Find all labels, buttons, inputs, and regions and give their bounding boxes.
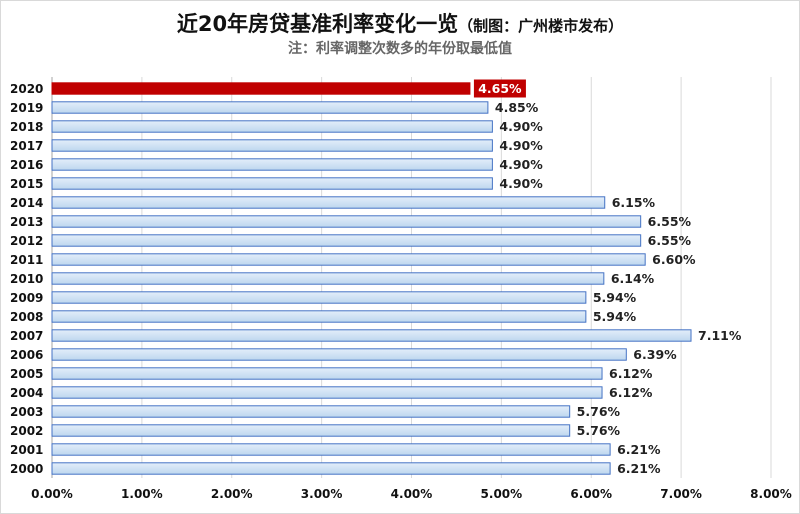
chart-title-main: 近20年房贷基准利率变化一览 <box>176 12 459 36</box>
bar-2015 <box>51 177 493 190</box>
category-label: 2016 <box>10 158 43 172</box>
bar-2016 <box>51 158 493 171</box>
data-label: 6.15% <box>612 195 656 210</box>
data-label: 5.94% <box>593 290 637 305</box>
bar-2002 <box>51 424 571 437</box>
x-tick-label: 2.00% <box>211 487 253 501</box>
bar-2011 <box>51 253 646 266</box>
category-label: 2003 <box>10 405 43 419</box>
data-label: 6.12% <box>609 366 653 381</box>
category-label: 2009 <box>10 291 43 305</box>
bar-2013 <box>51 215 642 228</box>
bar-2014 <box>51 196 606 209</box>
bar-2005 <box>51 367 603 380</box>
category-label: 2014 <box>10 196 43 210</box>
data-label: 4.90% <box>499 157 543 172</box>
bar-2020 <box>51 82 471 95</box>
data-label: 6.14% <box>611 271 655 286</box>
category-label: 2002 <box>10 424 43 438</box>
bar-2008 <box>51 310 587 323</box>
data-label: 7.11% <box>698 328 742 343</box>
category-label: 2008 <box>10 310 43 324</box>
category-label: 2005 <box>10 367 43 381</box>
category-label: 2019 <box>10 101 43 115</box>
data-label: 6.60% <box>652 252 696 267</box>
category-label: 2010 <box>10 272 43 286</box>
data-label: 6.55% <box>648 214 692 229</box>
category-label: 2001 <box>10 443 43 457</box>
category-label: 2006 <box>10 348 43 362</box>
category-label: 2018 <box>10 120 43 134</box>
data-label: 6.39% <box>633 347 677 362</box>
labels: 0.00% 1.00% 2.00% 3.00% 4.00% 5.00% 6.00% 7.00%… <box>10 79 792 501</box>
data-label: 4.65% <box>478 81 522 96</box>
category-label: 2012 <box>10 234 43 248</box>
bar-2017 <box>51 139 493 152</box>
bar-2010 <box>51 272 605 285</box>
chart-title-note: （制图：广州楼市发布） <box>458 17 624 35</box>
data-label: 4.90% <box>499 119 543 134</box>
chart-subtitle: 注：利率调整次数多的年份取最低值 <box>288 41 512 57</box>
data-label: 6.21% <box>617 442 661 457</box>
category-label: 2011 <box>10 253 43 267</box>
category-label: 2017 <box>10 139 43 153</box>
bar-2019 <box>51 101 489 114</box>
x-tick-label: 1.00% <box>121 487 163 501</box>
data-label: 6.21% <box>617 461 661 476</box>
data-label: 5.94% <box>593 309 637 324</box>
bar-2009 <box>51 291 587 304</box>
x-tick-label: 6.00% <box>570 487 612 501</box>
x-tick-label: 4.00% <box>391 487 433 501</box>
x-tick-label: 7.00% <box>660 487 702 501</box>
highlight-label-box <box>473 79 526 98</box>
data-label: 6.55% <box>648 233 692 248</box>
data-label: 6.12% <box>609 385 653 400</box>
bars <box>51 82 692 475</box>
bar-2006 <box>51 348 627 361</box>
bar-2000 <box>51 462 611 475</box>
data-label: 4.85% <box>495 100 539 115</box>
data-label: 4.90% <box>499 138 543 153</box>
x-tick-label: 5.00% <box>481 487 523 501</box>
x-tick-label: 8.00% <box>750 487 792 501</box>
category-label: 2013 <box>10 215 43 229</box>
data-label: 5.76% <box>577 423 621 438</box>
category-label: 2004 <box>10 386 43 400</box>
bar-2003 <box>51 405 571 418</box>
x-tick-label: 0.00% <box>31 487 73 501</box>
x-tick-label: 3.00% <box>301 487 343 501</box>
category-label: 2015 <box>10 177 43 191</box>
data-label: 4.90% <box>499 176 543 191</box>
bar-2001 <box>51 443 611 456</box>
bar-2004 <box>51 386 603 399</box>
category-label: 2020 <box>10 82 43 96</box>
bar-2007 <box>51 329 692 342</box>
bar-2012 <box>51 234 642 247</box>
data-label: 5.76% <box>577 404 621 419</box>
chart-title: 近20年房贷基准利率变化一览（制图：广州楼市发布） <box>0 8 800 38</box>
category-label: 2007 <box>10 329 43 343</box>
category-label: 2000 <box>10 462 43 476</box>
bar-2018 <box>51 120 493 133</box>
